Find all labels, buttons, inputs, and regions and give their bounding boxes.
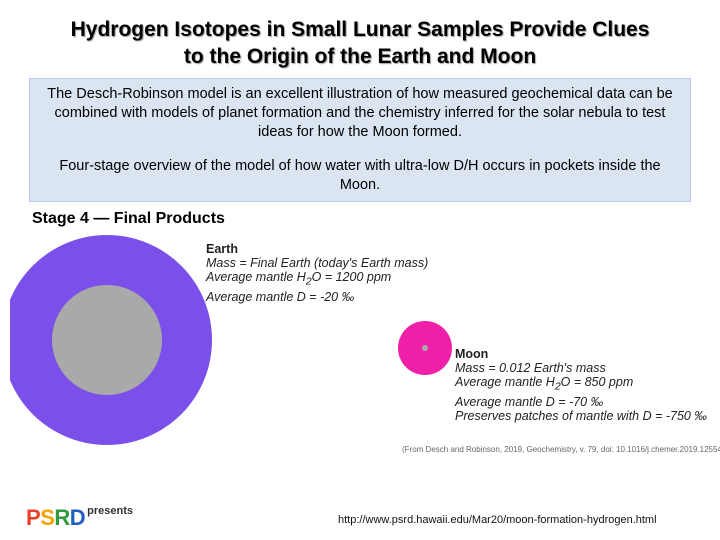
planet-diagram <box>10 235 452 445</box>
info-paragraph-overview: Four-stage overview of the model of how … <box>59 158 661 193</box>
psrd-logo-mark: PSRD <box>26 505 86 530</box>
moon-patches: Preserves patches of mantle with D = -75… <box>455 408 707 423</box>
info-box: The Desch-Robinson model is an excellent… <box>29 78 691 202</box>
moon-water: Average mantle H2O = 850 ppm <box>455 375 634 393</box>
earth-deuterium: Average mantle D = -20 ‰ <box>206 289 355 304</box>
source-url[interactable]: http://www.psrd.hawaii.edu/Mar20/moon-fo… <box>338 514 657 526</box>
title-line-1: Hydrogen Isotopes in Small Lunar Samples… <box>70 18 650 41</box>
moon-properties: Moon Mass = 0.012 Earth's mass Average m… <box>455 347 707 423</box>
moon-label: Moon <box>455 347 489 361</box>
title-line-2: to the Origin of the Earth and Moon <box>183 45 537 68</box>
earth-water: Average mantle H2O = 1200 ppm <box>206 270 392 288</box>
earth-label: Earth <box>206 242 238 256</box>
slide-title: Hydrogen Isotopes in Small Lunar Samples… <box>0 16 720 70</box>
earth-mass: Mass = Final Earth (today's Earth mass) <box>206 256 429 270</box>
psrd-presents-text: presents <box>87 505 134 517</box>
moon-mass: Mass = 0.012 Earth's mass <box>455 361 606 375</box>
earth-core-circle <box>52 285 162 395</box>
psrd-logo: PSRD presents <box>26 505 134 530</box>
earth-properties: Earth Mass = Final Earth (today's Earth … <box>206 242 428 304</box>
moon-core-circle <box>422 345 428 351</box>
stage-4-figure: Earth Mass = Final Earth (today's Earth … <box>10 232 720 462</box>
moon-deuterium: Average mantle D = -70 ‰ <box>455 394 604 409</box>
stage-heading: Stage 4 — Final Products <box>32 210 225 227</box>
figure-citation: (From Desch and Robinson, 2019, Geochemi… <box>402 445 720 454</box>
info-paragraph-description: The Desch-Robinson model is an excellent… <box>47 86 673 140</box>
